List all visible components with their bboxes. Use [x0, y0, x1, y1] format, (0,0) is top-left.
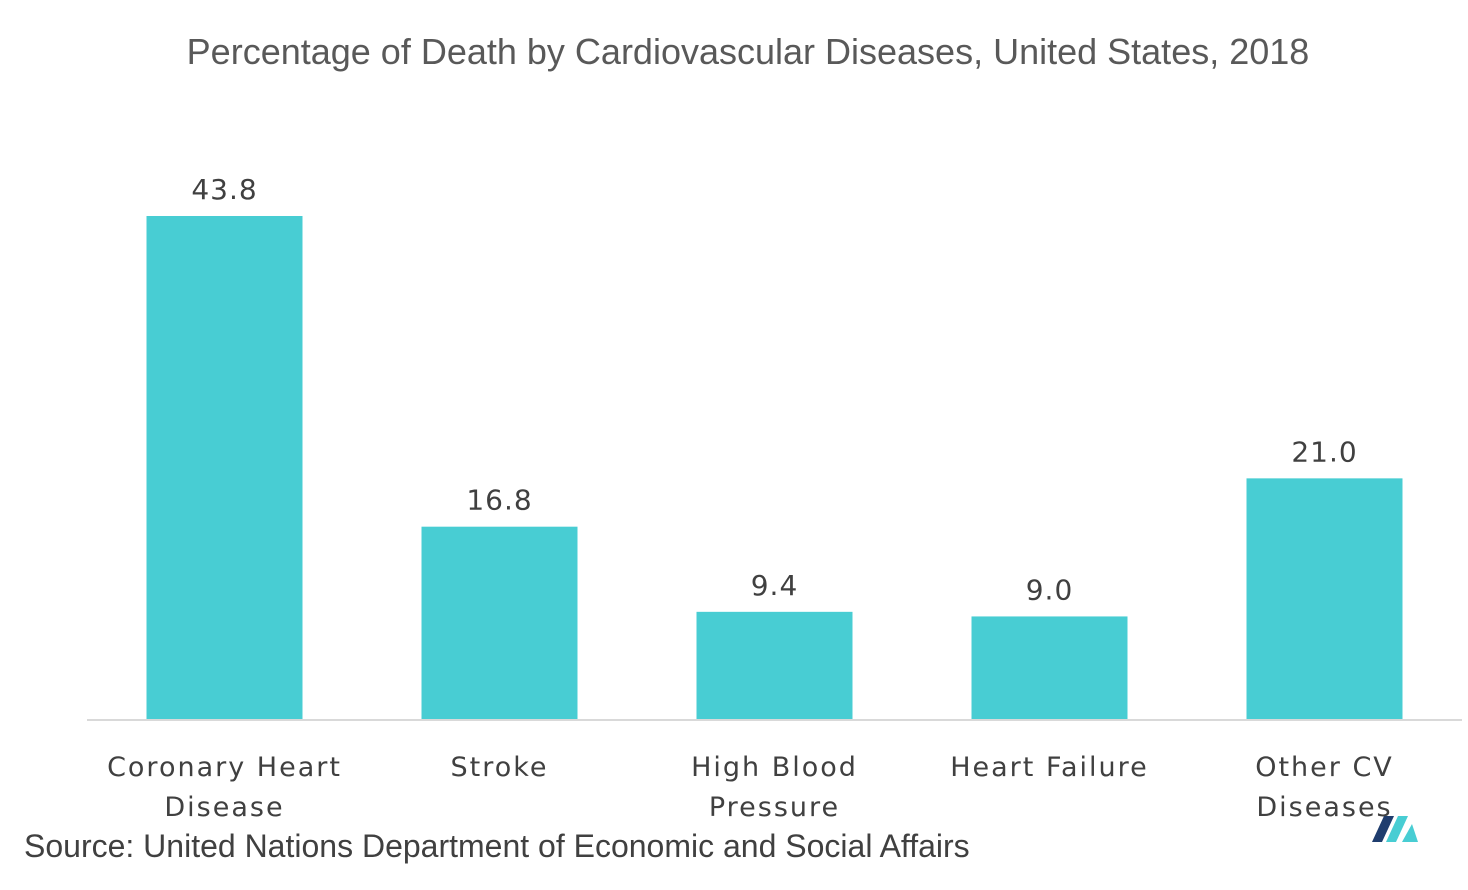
category-label-2-line-1: Pressure [709, 792, 840, 823]
logo-left-stroke [1372, 816, 1394, 842]
company-logo-icon [1372, 816, 1418, 842]
category-label-4-line-1: Diseases [1256, 792, 1392, 823]
bar-0 [146, 216, 303, 720]
category-label-2-line-0: High Blood [691, 752, 858, 783]
category-label-3-line-0: Heart Failure [950, 752, 1149, 783]
category-labels: Coronary Heart Disease Stroke High Blood Pre… [107, 752, 1394, 823]
value-label-3: 9.0 [1026, 573, 1074, 606]
value-label-2: 9.4 [751, 569, 799, 602]
category-label-0-line-0: Coronary Heart [107, 752, 342, 783]
bar-4 [1246, 478, 1403, 720]
bar-3 [971, 616, 1128, 720]
bar-2 [696, 611, 853, 720]
category-label-1-line-0: Stroke [450, 752, 548, 783]
source-note: Source: United Nations Department of Eco… [24, 828, 970, 864]
chart-title: Percentage of Death by Cardiovascular Di… [187, 31, 1310, 72]
category-label-0-line-1: Disease [164, 792, 284, 823]
logo-right-stroke [1402, 824, 1418, 842]
value-labels: 43.8 16.8 9.4 9.0 21.0 [191, 173, 1357, 606]
value-label-0: 43.8 [191, 173, 257, 206]
logo-middle-stroke [1386, 816, 1408, 842]
category-label-4-line-0: Other CV [1255, 752, 1394, 783]
value-label-1: 16.8 [466, 484, 532, 517]
value-label-4: 21.0 [1291, 435, 1357, 468]
bar-1 [421, 526, 578, 720]
bars [146, 216, 1403, 720]
